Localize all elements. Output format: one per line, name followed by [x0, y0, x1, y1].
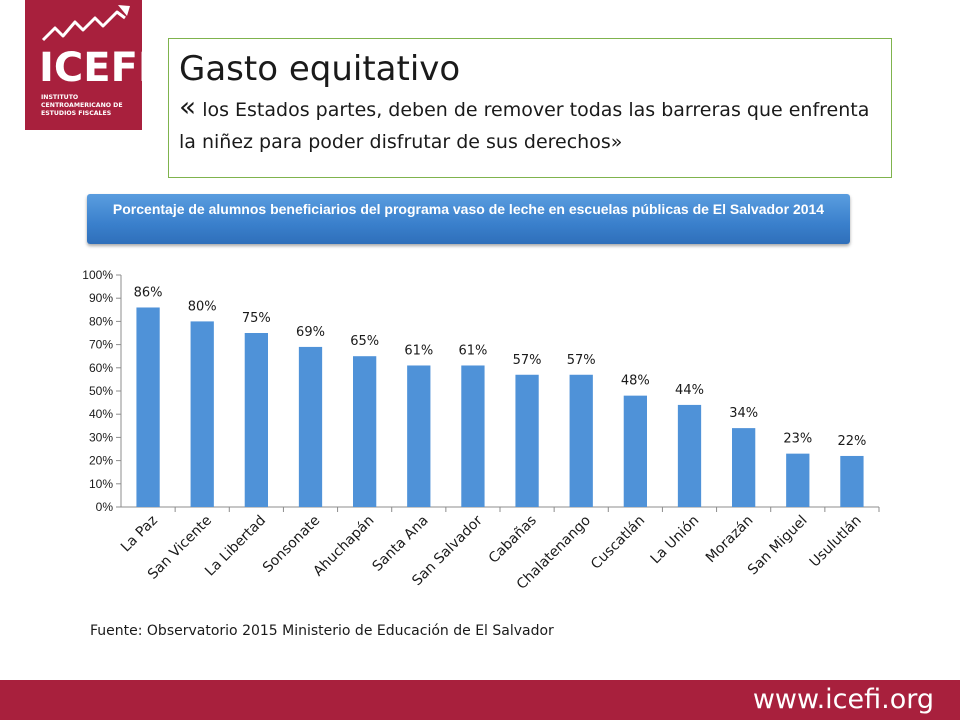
bar: [461, 365, 485, 507]
data-label: 86%: [134, 285, 163, 300]
y-tick-label: 100%: [82, 268, 113, 282]
x-tick-label: La Unión: [648, 513, 703, 568]
trend-line-icon: [41, 5, 130, 42]
page-title: Gasto equitativo: [179, 49, 461, 89]
title-box: Gasto equitativo « los Estados partes, d…: [168, 38, 892, 178]
y-tick-label: 70%: [89, 338, 113, 352]
y-tick-label: 60%: [89, 361, 113, 375]
bar: [677, 404, 702, 507]
y-tick-label: 80%: [89, 314, 113, 328]
bar-chart: 0% 10% 20% 30% 40% 50% 60% 70% 80% 90% 100% 86% La P…: [82, 268, 880, 593]
bar: [569, 374, 593, 507]
bar: [136, 307, 160, 507]
bar: [732, 428, 756, 507]
bar: [298, 346, 323, 507]
y-tick-label: 0%: [96, 500, 114, 514]
footer-bar: www.icefi.org: [0, 680, 960, 720]
bar: [353, 356, 377, 507]
y-tick-label: 40%: [89, 407, 113, 421]
data-label: 80%: [188, 299, 217, 314]
logo-subtitle: INSTITUTO CENTROAMERICANO DE ESTUDIOS FI…: [41, 94, 123, 117]
data-label: 48%: [621, 374, 650, 389]
data-label: 61%: [404, 343, 433, 358]
bar: [244, 333, 268, 507]
chart-title: Porcentaje de alumnos beneficiarios del …: [87, 194, 850, 244]
data-label: 22%: [837, 434, 866, 449]
data-label: 61%: [458, 343, 487, 358]
data-label: 75%: [242, 311, 271, 326]
icefi-logo: ICEFI INSTITUTO CENTROAMERICANO DE ESTUD…: [25, 0, 153, 130]
bar: [840, 455, 864, 507]
data-label: 65%: [350, 334, 379, 349]
y-tick-label: 90%: [89, 291, 113, 305]
y-tick-label: 20%: [89, 454, 113, 468]
quote-mark: «: [179, 90, 197, 123]
bar: [623, 395, 647, 507]
logo-name: ICEFI: [39, 45, 153, 91]
bar: [190, 321, 214, 507]
y-tick-label: 30%: [89, 430, 113, 444]
bar: [515, 374, 539, 507]
x-tick-label: Cabañas: [486, 513, 540, 567]
x-tick-label: La Paz: [118, 513, 161, 556]
y-tick-label: 10%: [89, 477, 113, 491]
footer-url: www.icefi.org: [752, 684, 934, 715]
data-label: 69%: [296, 325, 325, 340]
data-label: 44%: [675, 383, 704, 398]
x-tick-label: Morazán: [703, 513, 757, 567]
bar: [786, 453, 810, 507]
quote-text: los Estados partes, deben de remover tod…: [179, 99, 870, 153]
data-label: 23%: [783, 432, 812, 447]
x-tick-label: Usulutlán: [807, 513, 865, 571]
data-label: 57%: [567, 353, 596, 368]
source-note: Fuente: Observatorio 2015 Ministerio de …: [90, 623, 554, 639]
y-tick-label: 50%: [89, 384, 113, 398]
x-tick-label: Cuscatlán: [588, 513, 648, 573]
data-label: 34%: [729, 406, 758, 421]
quote: « los Estados partes, deben de remover t…: [179, 91, 881, 158]
data-label: 57%: [513, 353, 542, 368]
bar: [407, 365, 431, 507]
